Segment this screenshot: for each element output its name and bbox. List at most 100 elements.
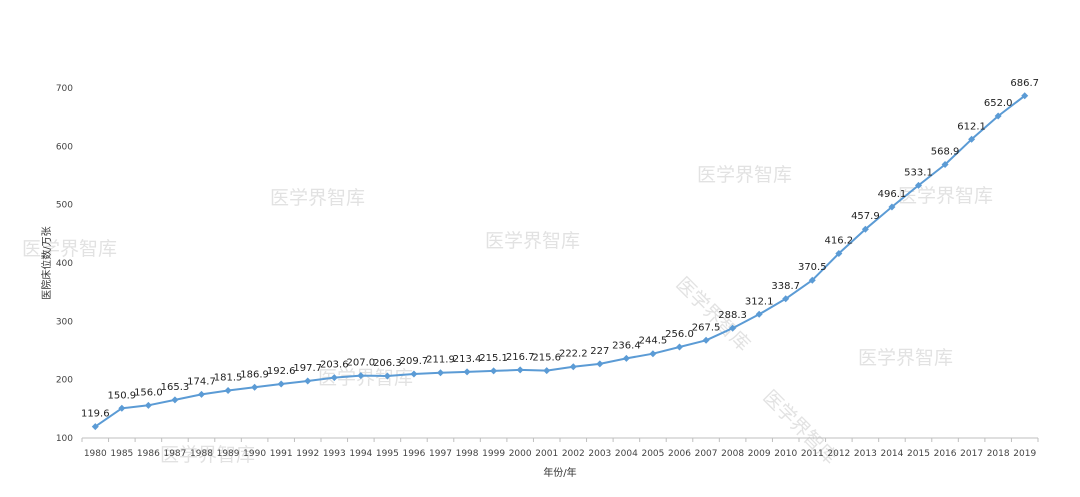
x-tick-label: 1995	[376, 449, 399, 459]
data-label: 612.1	[957, 121, 986, 132]
x-tick-label: 1996	[402, 449, 425, 459]
data-label: 156.0	[134, 387, 163, 398]
data-point	[171, 396, 179, 404]
x-tick-label: 2018	[987, 449, 1010, 459]
x-tick-label: 1987	[163, 449, 186, 459]
data-label: 215.1	[479, 353, 508, 364]
x-tick-label: 2008	[721, 449, 744, 459]
x-tick-label: 1994	[349, 449, 372, 459]
series-line	[94, 95, 1026, 428]
data-label: 119.6	[81, 409, 110, 420]
x-tick-label: 1988	[190, 449, 213, 459]
data-point	[622, 354, 630, 362]
y-tick-label: 300	[56, 317, 73, 327]
data-label: 203.6	[320, 360, 349, 371]
x-tick-label: 2017	[960, 449, 983, 459]
data-label: 457.9	[851, 211, 880, 222]
x-tick-label: 2019	[1013, 449, 1036, 459]
data-point	[516, 366, 524, 374]
x-tick-label: 1991	[270, 449, 293, 459]
data-point	[118, 404, 126, 412]
data-label: 288.3	[718, 310, 747, 321]
data-label: 227	[590, 346, 609, 357]
axes	[81, 437, 1039, 442]
data-label: 496.1	[878, 189, 907, 200]
data-label: 181.5	[214, 372, 243, 383]
data-point	[994, 112, 1002, 120]
x-tick-label: 2004	[615, 449, 638, 459]
data-label: 206.3	[373, 358, 402, 369]
data-label: 209.7	[400, 356, 429, 367]
x-tick-label: 2014	[880, 449, 903, 459]
data-point	[91, 423, 99, 431]
data-point	[861, 225, 869, 233]
y-tick-label: 400	[56, 259, 73, 269]
data-point	[888, 203, 896, 211]
data-point	[144, 401, 152, 409]
x-tick-label: 2009	[748, 449, 771, 459]
data-point	[357, 372, 365, 380]
y-tick-label: 700	[56, 84, 73, 94]
data-point	[383, 372, 391, 380]
watermark-text: 医学界智库	[160, 444, 255, 466]
y-tick-label: 100	[56, 434, 73, 444]
data-label: 312.1	[745, 296, 774, 307]
series-group	[91, 92, 1029, 431]
data-point	[676, 343, 683, 351]
x-axis-ticks: 1980 1985 1986 1987 1988 1989 1990 1991 1992 1993…	[84, 449, 1037, 459]
watermark-text: 医学界智库	[270, 187, 365, 209]
y-axis-title: 医院床位数/万张	[40, 226, 53, 299]
data-point	[915, 181, 922, 189]
data-point	[569, 363, 577, 371]
x-tick-label: 2010	[774, 449, 797, 459]
x-tick-label: 2003	[588, 449, 611, 459]
x-tick-label: 2002	[562, 449, 585, 459]
y-tick-label: 200	[56, 376, 73, 386]
data-label: 652.0	[984, 98, 1013, 109]
x-tick-label: 1989	[217, 449, 240, 459]
x-tick-label: 2015	[907, 449, 930, 459]
data-point	[835, 250, 843, 258]
data-label: 207.0	[347, 358, 376, 369]
data-point	[490, 367, 498, 375]
data-point	[649, 350, 657, 358]
data-label: 236.4	[612, 340, 641, 351]
data-point	[543, 367, 551, 375]
data-label: 338.7	[771, 281, 800, 292]
x-tick-label: 1980	[84, 449, 107, 459]
x-tick-label: 1986	[137, 449, 160, 459]
y-axis-ticks: 100 200 300 400 500 600 700	[56, 84, 73, 444]
data-label: 216.7	[506, 352, 535, 363]
data-label: 197.7	[293, 363, 322, 374]
data-label: 267.5	[692, 322, 721, 333]
data-point	[198, 390, 205, 398]
data-point	[463, 368, 471, 376]
data-label: 215.6	[532, 353, 561, 364]
data-point	[224, 386, 232, 394]
x-tick-label: 1999	[482, 449, 505, 459]
data-label: 211.9	[426, 355, 455, 366]
data-label: 256.0	[665, 329, 694, 340]
data-label: 568.9	[931, 146, 960, 157]
data-label: 186.9	[240, 369, 269, 380]
data-label: 416.2	[825, 236, 854, 247]
data-point	[251, 383, 259, 391]
y-tick-label: 500	[56, 201, 73, 211]
y-tick-label: 600	[56, 142, 73, 152]
data-point	[410, 370, 418, 378]
x-tick-label: 2011	[801, 449, 824, 459]
data-label: 174.7	[187, 376, 216, 387]
data-point	[437, 369, 444, 377]
watermark-text: 医学界智库	[318, 367, 413, 389]
data-labels: 119.6 150.9156.0165.3174.7181.5186.9192.6…	[81, 78, 1039, 420]
x-tick-label: 2006	[668, 449, 691, 459]
watermark-text: 医学界智库	[697, 164, 792, 186]
data-point	[729, 324, 737, 332]
data-point	[968, 135, 976, 143]
data-label: 192.6	[267, 366, 296, 377]
watermark-text: 医学界智库	[858, 347, 953, 369]
data-label: 213.4	[453, 354, 482, 365]
x-tick-label: 2001	[535, 449, 558, 459]
